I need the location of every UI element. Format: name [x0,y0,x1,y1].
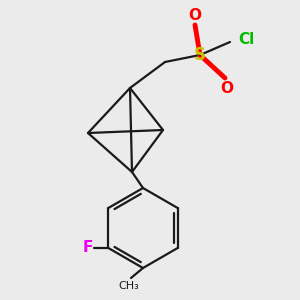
Text: O: O [220,81,233,96]
Text: S: S [194,46,206,64]
Text: O: O [188,8,202,23]
Text: F: F [83,241,93,256]
Text: Cl: Cl [238,32,254,47]
Text: CH₃: CH₃ [118,281,140,291]
